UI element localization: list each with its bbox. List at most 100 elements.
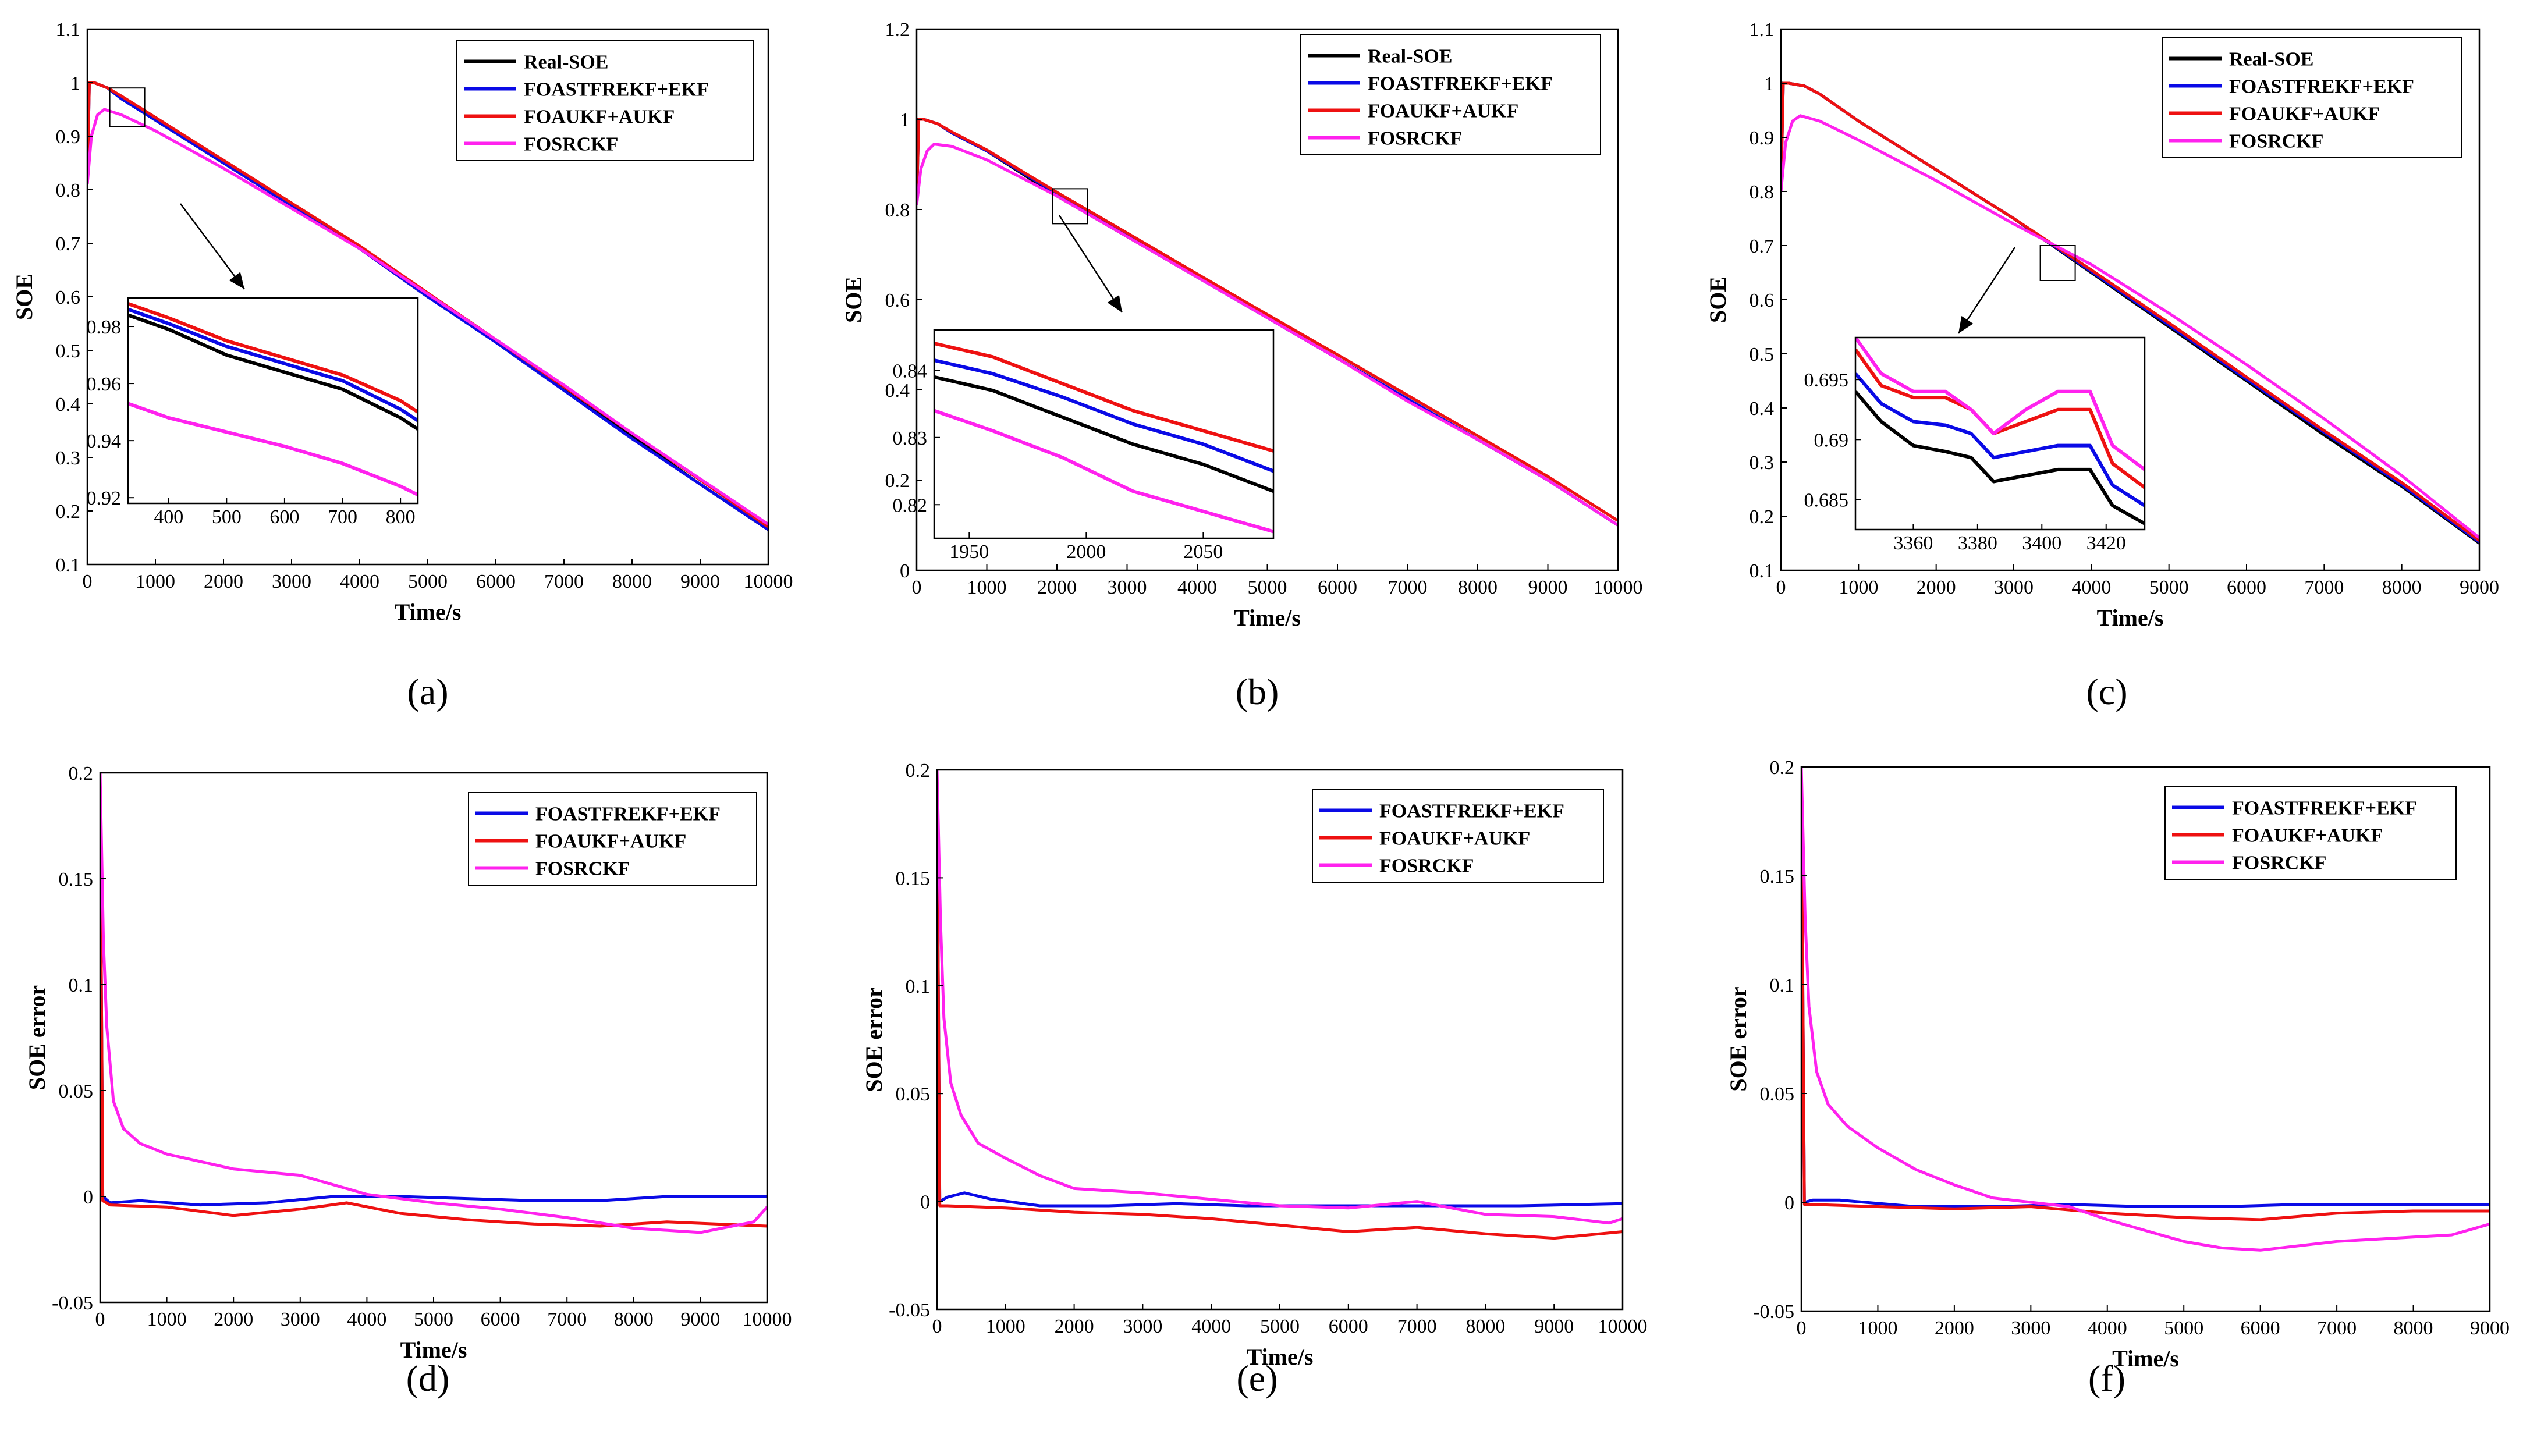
x-axis-label: Time/s	[1247, 1344, 1314, 1370]
legend-label: Real-SOE	[524, 52, 608, 73]
y-tick-label: -0.05	[889, 1299, 930, 1321]
inset-series-line	[128, 313, 418, 431]
x-tick-label: 3000	[281, 1309, 320, 1330]
y-tick-label: 0.84	[893, 360, 928, 382]
y-tick-label: 0.4	[1750, 398, 1775, 420]
x-tick-label: 0	[95, 1309, 105, 1330]
y-tick-label: 0.8	[56, 180, 81, 201]
series-line	[917, 143, 1618, 527]
inset-series-line	[934, 342, 1273, 453]
x-tick-label: 0	[932, 1316, 942, 1337]
chart-panel-c: 0 1000 2000 3000 4000 5000 6000 7000 8000 9000 0.1…	[1705, 19, 2499, 631]
y-tick-label: -0.05	[1753, 1301, 1794, 1323]
inset-series-line	[1855, 338, 2145, 471]
y-tick-label: 0.05	[1760, 1084, 1795, 1105]
x-tick-label: 4000	[1177, 577, 1217, 598]
series-line	[937, 791, 1623, 1240]
x-tick-label: 3000	[1123, 1316, 1162, 1337]
y-tick-label: 0.7	[56, 233, 81, 255]
x-tick-label: 700	[328, 506, 357, 528]
x-tick-label: 1000	[147, 1309, 187, 1330]
zoom-arrow	[179, 203, 246, 290]
legend-label: Real-SOE	[1368, 46, 1452, 68]
y-tick-label: 1.1	[1750, 19, 1775, 41]
y-tick-label: 0.685	[1804, 489, 1849, 511]
y-tick-label: 0.05	[896, 1084, 931, 1105]
y-tick-label: 0.9	[56, 126, 81, 148]
x-tick-label: 500	[212, 506, 242, 528]
x-tick-label: 3420	[2086, 532, 2126, 554]
y-axis-label: SOE	[1705, 276, 1731, 323]
legend-label: FOSRCKF	[535, 858, 630, 880]
y-tick-label: 0.1	[906, 976, 931, 997]
x-axis-label: Time/s	[395, 599, 462, 625]
series-line	[937, 770, 1623, 1225]
x-tick-label: 4000	[2088, 1317, 2127, 1339]
y-tick-label: 0.2	[69, 763, 94, 784]
x-tick-label: 2000	[1066, 541, 1106, 563]
inset-background	[1855, 338, 2145, 530]
x-tick-label: 9000	[680, 1309, 720, 1330]
legend-label: Real-SOE	[2229, 49, 2313, 70]
x-tick-label: 6000	[2227, 577, 2266, 598]
inset-series-line	[128, 301, 418, 414]
zoom-region-box	[2039, 245, 2076, 281]
y-tick-label: 0.2	[885, 470, 910, 492]
caption-f: (f)	[2088, 1358, 2125, 1399]
legend-label: FOAUKF+AUKF	[2229, 104, 2380, 125]
x-tick-label: 800	[386, 506, 416, 528]
legend: Real-SOE FOASTFREKF+EKF FOAUKF+AUKF FOSRCKF	[2162, 37, 2462, 158]
x-tick-label: 2000	[1935, 1317, 1974, 1339]
legend: FOASTFREKF+EKF FOAUKF+AUKF FOSRCKF	[468, 792, 757, 886]
y-tick-label: 0.6	[56, 287, 81, 308]
x-tick-label: 1000	[967, 577, 1007, 598]
y-tick-label: 0.96	[87, 374, 122, 395]
y-tick-label: 0.3	[56, 448, 81, 469]
x-axis-label: Time/s	[2112, 1345, 2179, 1372]
x-tick-label: 7000	[547, 1309, 587, 1330]
zoom-inset: 400 500 600 700 800 0.92 0.94 0.96 0.98	[87, 297, 419, 528]
x-tick-label: 5000	[1260, 1316, 1300, 1337]
x-tick-label: 6000	[481, 1309, 520, 1330]
x-tick-label: 2000	[204, 571, 243, 592]
y-tick-label: 0.5	[1750, 344, 1775, 365]
y-tick-label: 0.1	[1750, 560, 1775, 582]
x-tick-label: 0	[912, 577, 922, 598]
x-axis-label: Time/s	[1234, 605, 1301, 631]
series-line	[1801, 767, 2490, 1252]
zoom-arrow-head	[229, 272, 244, 289]
y-tick-label: 0.1	[1770, 975, 1795, 996]
series-line	[87, 108, 768, 526]
zoom-arrow-head	[1958, 316, 1974, 333]
y-tick-label: 0.94	[87, 431, 122, 452]
y-tick-label: 1	[1764, 73, 1774, 95]
inset-series-line	[1855, 372, 2145, 507]
series-line	[100, 794, 767, 1228]
y-tick-label: 0.4	[885, 380, 910, 402]
legend-label: FOAUKF+AUKF	[1368, 101, 1518, 122]
x-tick-label: 4000	[1191, 1316, 1231, 1337]
zoom-arrow	[1058, 215, 1123, 313]
caption-b: (b)	[1236, 671, 1279, 712]
x-tick-label: 3380	[1958, 532, 1997, 554]
x-tick-label: 8000	[1458, 577, 1498, 598]
y-tick-label: 1	[900, 109, 910, 131]
inset-series-line	[128, 402, 418, 496]
y-tick-label: 0.5	[56, 340, 81, 362]
zoom-inset: 1950 2000 2050 0.82 0.83 0.84	[893, 329, 1275, 563]
caption-d: (d)	[406, 1358, 450, 1399]
y-tick-label: 0.15	[1760, 866, 1795, 887]
y-tick-label: 0.05	[59, 1081, 94, 1102]
x-tick-label: 8000	[2382, 577, 2422, 598]
x-tick-label: 3000	[2011, 1317, 2050, 1339]
caption-a: (a)	[407, 671, 448, 712]
x-tick-label: 10000	[1594, 577, 1643, 598]
y-tick-label: 0.7	[1750, 236, 1775, 257]
chart-panel-b: 0 1000 2000 3000 4000 5000 6000 7000 8000 9000 100…	[840, 19, 1643, 631]
y-axis-label: SOE error	[24, 985, 50, 1090]
x-tick-label: 2000	[214, 1309, 253, 1330]
legend-label: FOAUKF+AUKF	[1379, 828, 1530, 850]
x-tick-label: 3000	[1994, 577, 2034, 598]
series-line	[1781, 81, 2479, 542]
